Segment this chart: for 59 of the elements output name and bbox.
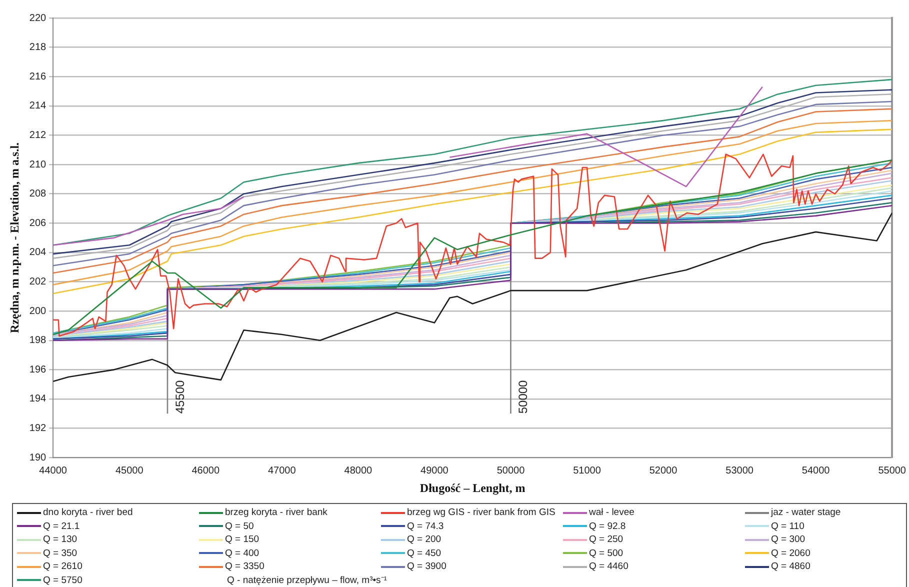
y-tick-label: 214 bbox=[29, 100, 47, 112]
legend-label: Q = 4860 bbox=[771, 560, 810, 574]
legend-label: Q = 150 bbox=[225, 533, 260, 546]
legend-label: brzeg koryta - river bank bbox=[225, 506, 328, 520]
x-tick-label: 50000 bbox=[496, 465, 526, 476]
y-axis-title: Rzędna, m n.p.m. - Elevation, m a.s.l. bbox=[7, 142, 22, 334]
legend-label: Q = 500 bbox=[589, 546, 624, 560]
y-tick-label: 198 bbox=[29, 335, 47, 346]
legend-label: brzeg wg GIS - river bank from GIS bbox=[407, 506, 556, 520]
x-tick-label: 52000 bbox=[649, 465, 678, 476]
legend-label: Q = 21.1 bbox=[43, 520, 80, 533]
legend-label: Q = 5750 bbox=[43, 574, 82, 587]
annotation: 50000 bbox=[516, 380, 530, 414]
legend-label: Q = 110 bbox=[771, 520, 804, 533]
legend-label: Q = 450 bbox=[407, 546, 442, 560]
x-tick-label: 46000 bbox=[192, 465, 220, 476]
x-tick-label: 47000 bbox=[268, 465, 296, 476]
legend-label: Q = 92.8 bbox=[589, 520, 626, 533]
x-tick-label: 54000 bbox=[802, 465, 830, 476]
legend-label: Q = 3350 bbox=[225, 560, 264, 574]
y-tick-label: 210 bbox=[29, 159, 47, 170]
y-tick-label: 218 bbox=[29, 42, 47, 54]
legend-label: dno koryta - river bed bbox=[43, 506, 133, 520]
legend-label: Q = 4460 bbox=[589, 560, 628, 574]
legend-label: Q = 2060 bbox=[771, 546, 810, 560]
x-tick-label: 53000 bbox=[726, 465, 754, 476]
y-tick-label: 216 bbox=[29, 71, 47, 82]
y-tick-label: 190 bbox=[29, 452, 47, 464]
x-tick-label: 48000 bbox=[344, 465, 373, 476]
legend-label: jaz - water stage bbox=[771, 506, 841, 520]
y-tick-label: 202 bbox=[29, 276, 47, 288]
y-tick-label: 192 bbox=[29, 423, 47, 434]
y-tick-label: 204 bbox=[29, 247, 47, 258]
legend-label: Q = 3900 bbox=[407, 560, 446, 574]
x-tick-label: 55000 bbox=[878, 465, 906, 476]
legend-label: Q = 350 bbox=[43, 546, 78, 560]
legend-label: Q = 2610 bbox=[43, 560, 82, 574]
x-tick-label: 49000 bbox=[420, 465, 449, 476]
y-tick-label: 220 bbox=[29, 12, 47, 24]
y-tick-label: 196 bbox=[29, 364, 47, 376]
x-tick-label: 51000 bbox=[573, 465, 602, 476]
legend-label: Q = 50 bbox=[225, 520, 254, 533]
x-tick-label: 44000 bbox=[39, 465, 68, 476]
y-tick-label: 212 bbox=[29, 130, 47, 141]
y-tick-label: 208 bbox=[29, 188, 47, 200]
legend-label: Q = 400 bbox=[225, 546, 260, 560]
y-tick-label: 206 bbox=[29, 218, 47, 229]
x-tick-label: 45000 bbox=[115, 465, 144, 476]
legend-label: Q = 250 bbox=[589, 533, 624, 546]
legend-label: Q = 130 bbox=[43, 533, 78, 546]
legend-label: Q = 74.3 bbox=[407, 520, 444, 533]
legend-label: Q = 200 bbox=[407, 533, 442, 546]
y-tick-label: 194 bbox=[29, 394, 47, 405]
y-tick-label: 200 bbox=[29, 306, 47, 317]
legend-label: Q = 300 bbox=[771, 533, 806, 546]
legend-label: wał - levee bbox=[589, 506, 634, 520]
x-axis-title: Długość – Lenght, m bbox=[420, 480, 526, 495]
annotation: 45500 bbox=[172, 380, 187, 414]
text: Q - natężenie przepływu – flow, m³•s⁻¹ bbox=[226, 574, 387, 587]
